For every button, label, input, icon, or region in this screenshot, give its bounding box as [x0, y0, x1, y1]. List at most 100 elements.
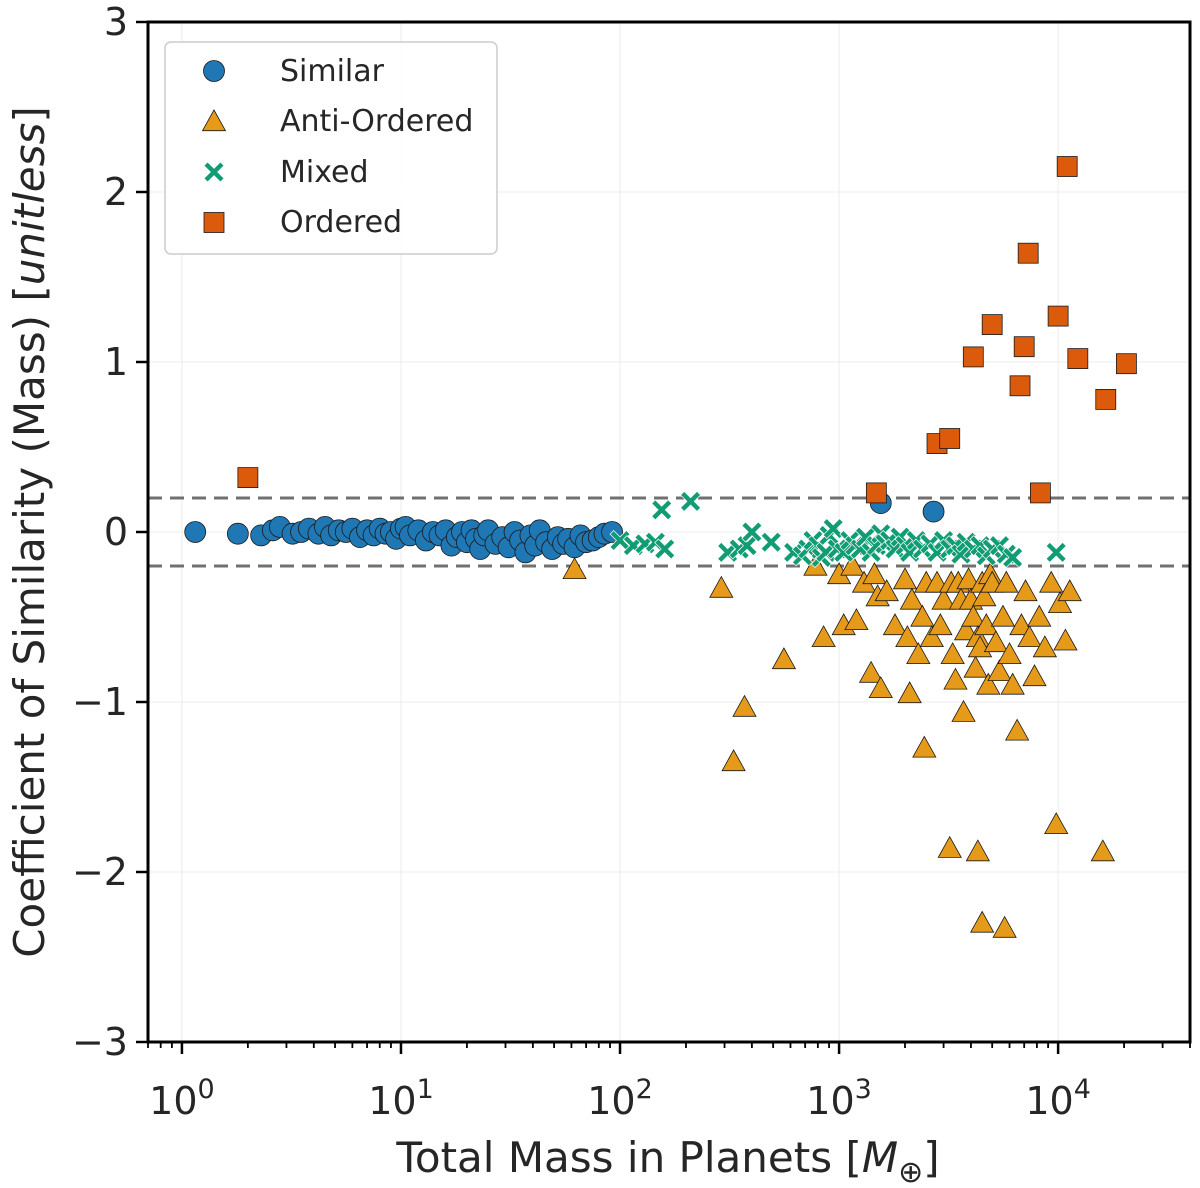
- x-axis-ticks: 100 101 102 103 104: [147, 1042, 1191, 1123]
- ordered-point-3: [939, 428, 961, 449]
- y-axis-label-suffix: ]: [5, 106, 54, 122]
- anti-ordered-point-40: [963, 655, 988, 678]
- legend-box: [164, 41, 498, 255]
- anti-ordered-point-26: [919, 625, 944, 647]
- legend-label-mixed: Mixed: [280, 155, 369, 190]
- mixed-point-6: [680, 490, 702, 512]
- anti-ordered-point-13: [862, 562, 887, 585]
- anti-ordered-point-28: [928, 613, 953, 636]
- y-axis-label: Coefficient of Similarity (Mass) [unitle…: [5, 106, 54, 958]
- anti-ordered-point-21: [899, 587, 925, 610]
- ordered-point-5: [981, 314, 1003, 336]
- anti-ordered-point-16: [874, 579, 899, 602]
- x-axis-label-suffix: ]: [923, 1133, 939, 1182]
- x-axis-label-prefix: Total Mass in Planets [: [395, 1133, 861, 1182]
- mixed-point-10: [741, 521, 763, 543]
- x-tick-label-4: 104: [1025, 1074, 1091, 1123]
- ordered-point-11: [1056, 156, 1078, 177]
- legend-marker-mixed: [203, 161, 225, 183]
- ordered-point-9: [1029, 482, 1051, 504]
- ordered-point-0: [237, 467, 259, 489]
- ordered-point-7: [1013, 336, 1035, 358]
- anti-ordered-point-63: [1047, 591, 1073, 613]
- legend-label-similar: Similar: [280, 54, 385, 89]
- anti-ordered-point-3: [732, 694, 757, 717]
- anti-ordered-point-64: [1053, 628, 1078, 651]
- x-tick-label-1: 101: [368, 1074, 434, 1123]
- anti-ordered-point-71: [1090, 839, 1116, 862]
- anti-ordered-point-60: [1027, 604, 1052, 627]
- anti-ordered-point-2: [721, 749, 746, 772]
- anti-ordered-point-70: [1044, 812, 1069, 834]
- mixed-point-4: [651, 499, 673, 521]
- y-tick-label-3: 0: [104, 510, 128, 554]
- similar-point-60: [922, 500, 945, 523]
- anti-ordered-point-36: [953, 618, 979, 641]
- anti-ordered-point-31: [940, 642, 965, 664]
- anti-ordered-point-0: [562, 557, 587, 579]
- ordered-point-12: [1067, 348, 1089, 370]
- series-similar: [184, 492, 945, 564]
- anti-ordered-point-23: [910, 604, 935, 627]
- anti-ordered-point-4: [771, 647, 797, 670]
- anti-ordered-point-67: [965, 839, 991, 862]
- anti-ordered-point-39: [961, 604, 986, 627]
- series-mixed: [609, 490, 1067, 568]
- anti-ordered-point-15: [868, 676, 893, 698]
- anti-ordered-point-59: [1022, 664, 1047, 687]
- ordered-point-4: [962, 346, 984, 368]
- legend-markers: [201, 60, 227, 233]
- mixed-point-5: [654, 538, 676, 560]
- anti-ordered-point-19: [895, 625, 920, 647]
- anti-ordered-point-55: [1004, 718, 1030, 741]
- x-axis-label-symbol: M: [862, 1133, 898, 1182]
- ordered-point-6: [1009, 375, 1031, 397]
- anti-ordered-point-10: [844, 608, 869, 630]
- anti-ordered-point-52: [994, 570, 1019, 593]
- ordered-point-1: [865, 482, 887, 504]
- anti-ordered-point-37: [956, 567, 981, 590]
- similar-point-0: [184, 521, 207, 543]
- y-tick-label-1: 2: [104, 170, 128, 214]
- y-tick-label-5: −2: [72, 850, 128, 894]
- anti-ordered-point-18: [892, 567, 918, 590]
- y-tick-label-4: −1: [72, 680, 128, 724]
- anti-ordered-point-6: [811, 625, 836, 647]
- reference-lines: [148, 496, 1190, 568]
- anti-ordered-point-46: [976, 672, 1001, 695]
- anti-ordered-point-57: [1013, 579, 1038, 602]
- ordered-point-14: [1116, 353, 1137, 375]
- x-axis-label-subscript: ⊕: [898, 1155, 923, 1188]
- anti-ordered-point-68: [969, 910, 995, 933]
- anti-ordered-point-44: [972, 584, 997, 607]
- x-tick-label-2: 102: [587, 1074, 653, 1123]
- anti-ordered-point-20: [897, 681, 922, 704]
- anti-ordered-point-53: [997, 642, 1022, 664]
- ordered-point-8: [1017, 242, 1039, 264]
- legend-marker-anti-ordered: [201, 109, 227, 132]
- anti-ordered-point-49: [983, 630, 1009, 653]
- ordered-point-10: [1047, 305, 1069, 327]
- anti-ordered-point-51: [990, 604, 1016, 627]
- mixed-point-52: [1045, 541, 1067, 563]
- anti-ordered-point-62: [1039, 570, 1064, 593]
- ordered-point-13: [1095, 388, 1117, 410]
- anti-ordered-point-66: [937, 835, 962, 858]
- anti-ordered-point-17: [882, 613, 908, 636]
- anti-ordered-point-50: [987, 659, 1012, 681]
- y-tick-label-0: 3: [104, 0, 128, 44]
- anti-ordered-point-54: [1000, 672, 1025, 695]
- legend-marker-ordered: [203, 212, 225, 233]
- anti-ordered-point-24: [912, 735, 937, 758]
- anti-ordered-point-69: [992, 915, 1017, 938]
- data-points: [184, 156, 1137, 938]
- x-axis-label: Total Mass in Planets [M⊕]: [395, 1133, 939, 1188]
- y-axis-label-prefix: Coefficient of Similarity (Mass) [: [5, 285, 54, 958]
- similar-point-1: [226, 522, 249, 545]
- mixed-point-11: [760, 531, 782, 553]
- x-tick-label-3: 103: [806, 1074, 872, 1123]
- y-axis-ticks: 3 2 1 0 −1 −2 −3: [72, 0, 148, 1064]
- anti-ordered-point-12: [858, 660, 884, 683]
- anti-ordered-point-29: [931, 587, 956, 610]
